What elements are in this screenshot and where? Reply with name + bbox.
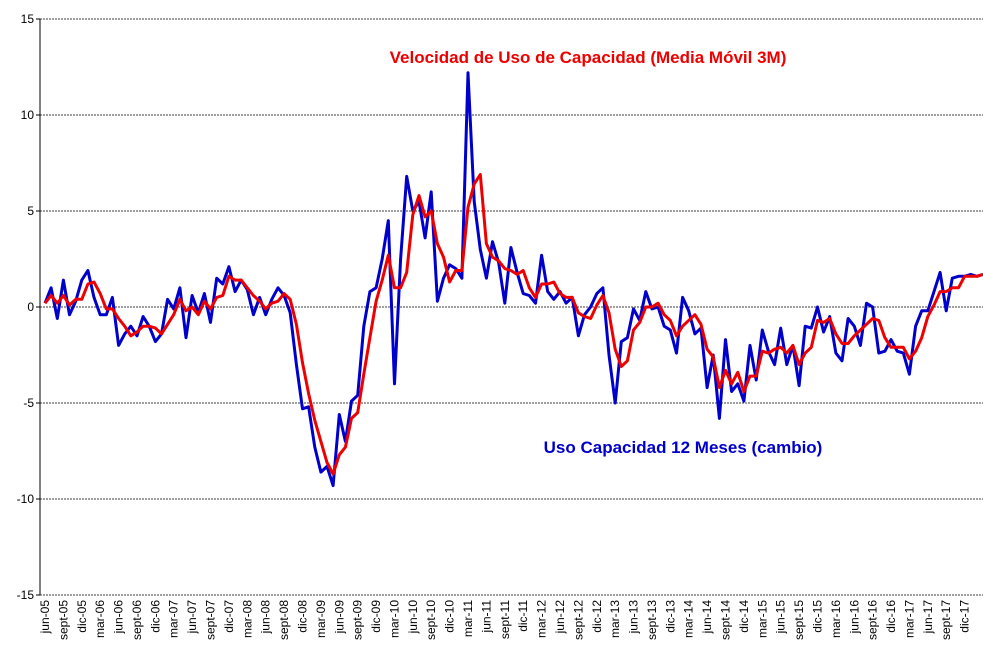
x-tick-label: sept-09 [351,600,365,640]
x-tick-label: sept-17 [939,600,953,640]
x-tick-label: sept-07 [204,600,218,640]
x-tick-label: dic-09 [369,600,383,633]
x-tick-label: mar-10 [387,600,401,638]
x-tick-label: dic-08 [295,600,309,633]
x-tick-label: sept-15 [792,600,806,640]
x-tick-label: mar-08 [240,600,254,638]
x-tick-label: dic-12 [590,600,604,633]
x-tick-label: sept-08 [277,600,291,640]
x-tick-label: mar-11 [461,600,475,637]
x-tick-label: mar-14 [682,600,696,638]
x-tick-label: sept-13 [645,600,659,640]
x-tick-label: dic-17 [958,600,972,633]
y-tick-label: 0 [27,300,34,314]
x-tick-label: dic-14 [737,600,751,633]
x-tick-label: mar-09 [314,600,328,638]
x-tick-label: mar-06 [93,600,107,638]
x-tick-label: jun-07 [185,600,199,635]
x-tick-label: jun-14 [700,600,714,635]
x-tick-label: jun-06 [112,600,126,635]
y-tick-label: 10 [21,108,35,122]
x-tick-label: mar-17 [902,600,916,638]
x-tick-label: dic-15 [810,600,824,633]
plot: -15 -10 -5 0 5 10 15 jun-05 sept-05 dic-05 mar-06 j… [17,12,983,640]
y-tick-label: -10 [17,492,35,506]
x-tick-label: mar-15 [755,600,769,638]
x-tick-label: mar-07 [167,600,181,638]
x-tick-label: jun-05 [38,600,52,635]
x-tick-label: jun-13 [627,600,641,635]
y-tick-label: -15 [17,588,35,602]
x-tick-label: sept-05 [56,600,70,640]
x-tick-label: jun-12 [553,600,567,635]
x-tick-label: jun-15 [774,600,788,635]
x-tick-label: jun-11 [479,600,493,634]
y-tick-label: 15 [21,12,35,26]
x-tick-label: jun-08 [259,600,273,635]
x-tick-label: jun-10 [406,600,420,635]
blue-series-label: Uso Capacidad 12 Meses (cambio) [544,438,823,457]
x-tick-label: dic-13 [663,600,677,633]
x-tick-label: jun-16 [847,600,861,635]
x-tick-label: dic-11 [516,600,530,632]
x-tick-label: sept-16 [866,600,880,640]
x-tick-label: sept-14 [719,600,733,640]
x-tick-label: jun-17 [921,600,935,635]
y-tick-label: -5 [23,396,34,410]
x-tick-label: jun-09 [332,600,346,635]
x-tick-label: sept-10 [424,600,438,640]
x-tick-label: dic-16 [884,600,898,633]
x-tick-label: sept-06 [130,600,144,640]
red-series-label: Velocidad de Uso de Capacidad (Media Móv… [390,48,787,67]
y-tick-label: 5 [27,204,34,218]
x-tick-label: sept-11 [498,600,512,639]
x-tick-label: dic-07 [222,600,236,633]
series-line [43,173,983,476]
x-tick-label: mar-16 [829,600,843,638]
x-tick-label: sept-12 [571,600,585,640]
x-tick-label: dic-10 [443,600,457,633]
x-tick-label: mar-12 [535,600,549,638]
x-tick-label: mar-13 [608,600,622,638]
x-tick-label: dic-05 [75,600,89,633]
series-line [43,71,983,488]
x-tick-label: dic-06 [148,600,162,633]
